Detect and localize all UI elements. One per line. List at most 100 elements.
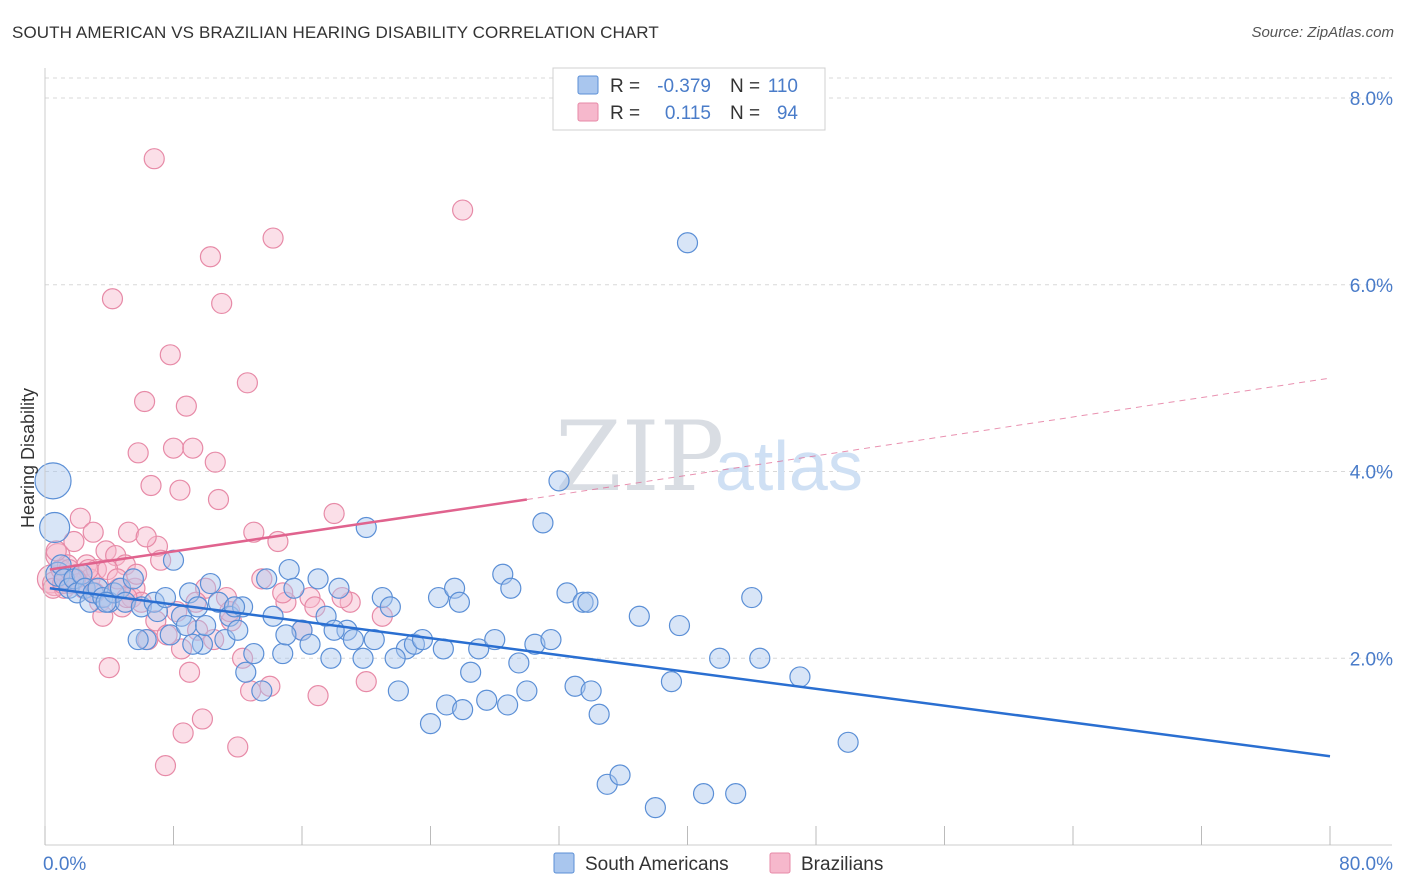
south-americans-point-66: [443, 577, 466, 599]
south-americans-point-18: [122, 568, 144, 590]
brazilians-point-13: [82, 521, 104, 543]
brazilians-point-39: [169, 479, 191, 501]
x-tick-label-min: 0.0%: [43, 854, 86, 875]
south-americans-point-87: [609, 764, 631, 786]
south-americans-point-64: [427, 586, 450, 609]
south-americans-point-31: [195, 614, 217, 637]
grid-layer: [45, 77, 1392, 659]
brazilians-point-69: [452, 199, 474, 221]
south-americans-point-51: [328, 577, 350, 599]
legend-r-value-1: -0.379: [657, 76, 711, 97]
south-americans-point-88: [628, 605, 650, 627]
south-americans-point-107: [497, 694, 519, 716]
brazilians-point-55: [236, 372, 258, 394]
brazilians-point-36: [159, 344, 181, 366]
brazilians-point-42: [178, 661, 201, 683]
brazilians-point-54: [231, 647, 254, 669]
legend-swatch-south-americans: [577, 75, 599, 95]
south-americans-point-78: [532, 512, 554, 534]
brazilians-point-37: [162, 437, 185, 459]
south-americans-point-76: [516, 680, 538, 702]
axis-layer: 2.0% 4.0% 6.0% 8.0% 0.0% 80.0%: [43, 68, 1393, 875]
south-americans-point-90: [660, 670, 683, 693]
south-americans-point-0: [34, 462, 72, 500]
y-tick-label-2: 2.0%: [1350, 649, 1393, 670]
series-legend-label-brazilians: Brazilians: [801, 854, 883, 875]
y-tick-label-6: 6.0%: [1350, 276, 1393, 297]
brazilians-point-29: [133, 390, 156, 413]
brazilians-point-24: [117, 521, 140, 543]
brazilians-trend-line: [49, 498, 528, 571]
brazilians-point-50: [211, 292, 233, 315]
brazilians-point-32: [143, 148, 165, 170]
south-americans-point-96: [741, 586, 763, 609]
chart-title: SOUTH AMERICAN VS BRAZILIAN HEARING DISA…: [12, 23, 659, 42]
south-americans-point-62: [411, 628, 434, 651]
south-americans-point-67: [448, 591, 471, 613]
south-americans-point-69: [460, 661, 482, 683]
south-americans-point-101: [182, 633, 204, 655]
brazilians-point-18: [98, 656, 120, 679]
south-americans-point-82: [564, 675, 586, 697]
south-americans-point-104: [323, 619, 345, 641]
south-americans-point-95: [725, 783, 747, 805]
brazilians-point-16: [92, 605, 114, 627]
south-americans-point-39: [243, 642, 265, 665]
south-americans-point-94: [709, 647, 731, 669]
brazilians-point-56: [243, 521, 265, 543]
south-americans-point-68: [452, 699, 474, 721]
brazilians-point-41: [175, 395, 197, 417]
brazilians-point-91: [45, 540, 67, 562]
south-americans-point-92: [676, 232, 699, 254]
south-americans-point-48: [307, 568, 329, 590]
south-americans-point-77: [524, 633, 546, 655]
south-americans-point-65: [435, 694, 458, 716]
south-americans-point-53: [342, 628, 364, 651]
south-americans-point-1: [39, 511, 71, 544]
brazilians-point-49: [207, 488, 230, 511]
south-americans-point-63: [419, 713, 442, 735]
south-americans-point-93: [692, 783, 715, 805]
south-americans-point-103: [275, 624, 297, 646]
y-tick-label-4: 4.0%: [1350, 463, 1393, 484]
south-americans-point-98: [837, 731, 859, 753]
south-americans-point-81: [556, 582, 578, 604]
south-americans-point-84: [580, 680, 602, 702]
brazilians-point-9: [69, 507, 91, 529]
brazilians-point-45: [191, 708, 214, 730]
legend-r-label-1: R =: [610, 76, 640, 97]
brazilians-point-53: [227, 736, 249, 758]
legend-n-label-1: N =: [730, 76, 760, 97]
south-americans-points: [34, 232, 859, 819]
series-legend-swatch-south-americans: [553, 852, 575, 874]
south-americans-point-38: [235, 661, 257, 683]
south-americans-point-40: [251, 680, 273, 702]
brazilians-point-64: [307, 685, 329, 707]
brazilians-point-83: [170, 638, 193, 660]
south-americans-point-108: [577, 591, 599, 613]
south-americans-point-43: [272, 642, 294, 665]
x-tick-label-max: 80.0%: [1339, 854, 1393, 875]
brazilians-point-67: [355, 670, 377, 693]
south-americans-point-32: [199, 572, 222, 595]
y-tick-label-8: 8.0%: [1350, 89, 1393, 110]
south-americans-point-54: [352, 647, 374, 669]
south-americans-point-105: [384, 647, 406, 669]
trend-lines: [49, 377, 1331, 758]
brazilians-point-80: [135, 526, 157, 548]
south-americans-point-41: [256, 568, 278, 590]
south-americans-point-44: [278, 558, 300, 581]
south-americans-point-55: [355, 516, 377, 539]
legend-n-value-2: 94: [777, 103, 799, 124]
south-americans-point-100: [127, 628, 149, 651]
south-americans-point-59: [387, 680, 409, 702]
legend-swatch-brazilians: [577, 102, 599, 122]
series-legend: South Americans Brazilians: [553, 852, 883, 875]
south-americans-point-85: [588, 703, 610, 725]
brazilians-points: [36, 148, 474, 777]
south-americans-point-89: [644, 797, 666, 819]
brazilians-point-48: [204, 451, 226, 473]
south-americans-point-83: [572, 591, 594, 613]
brazilians-point-7: [63, 530, 85, 553]
